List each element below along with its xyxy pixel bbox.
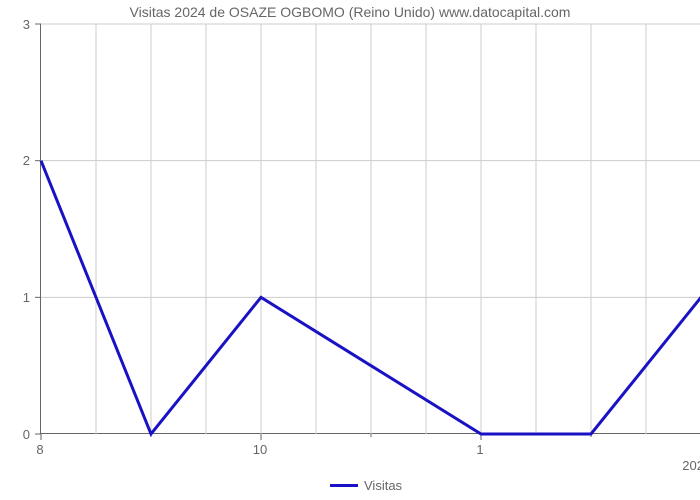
x-tick-label: 202 [674, 458, 700, 473]
x-tick-label: 10 [240, 442, 280, 457]
x-tick-label: 8 [20, 442, 60, 457]
legend-label: Visitas [364, 478, 402, 493]
chart-container: Visitas 2024 de OSAZE OGBOMO (Reino Unid… [0, 0, 700, 500]
legend-swatch [330, 484, 358, 487]
legend: Visitas [330, 478, 402, 493]
y-tick-label: 1 [10, 290, 30, 305]
y-tick-label: 0 [10, 427, 30, 442]
y-tick-label: 3 [10, 17, 30, 32]
y-tick-label: 2 [10, 153, 30, 168]
chart-title: Visitas 2024 de OSAZE OGBOMO (Reino Unid… [0, 4, 700, 20]
x-tick-label: 1 [460, 442, 500, 457]
plot-area [40, 24, 700, 434]
